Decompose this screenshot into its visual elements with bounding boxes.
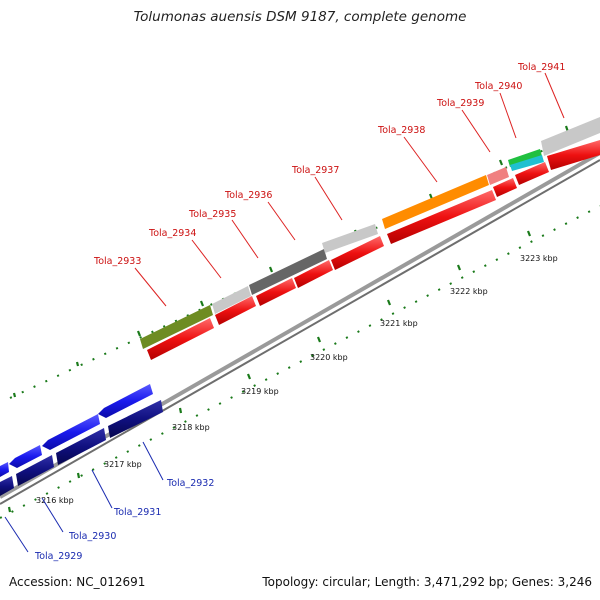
cds-red-5[interactable] [331,236,384,270]
cds-blue-4[interactable] [98,384,153,418]
tick-label-3219: 3219 kbp [241,387,279,396]
reverse-gene-labels: Tola_2929 Tola_2930 Tola_2931 Tola_2932 [34,478,214,562]
cds-red-2[interactable] [215,296,256,325]
gene-label-tola-2934[interactable]: Tola_2934 [148,228,196,239]
cog-tola-2935[interactable] [249,249,327,295]
cog-tola-2939[interactable] [487,167,509,185]
cds-red-3[interactable] [256,278,296,306]
cds-navy-3[interactable] [56,428,106,465]
tick-label-3218: 3218 kbp [172,423,210,432]
gene-label-tola-2932[interactable]: Tola_2932 [166,478,214,489]
forward-leader-lines [134,72,565,307]
gene-label-tola-2936[interactable]: Tola_2936 [224,190,272,201]
cds-red-9[interactable] [547,140,600,170]
kbp-tick-labels: 3216 kbp 3217 kbp 3218 kbp 3219 kbp 3220… [36,254,558,505]
backbone-inner [0,159,600,505]
tick-label-3221: 3221 kbp [380,319,418,328]
gene-label-tola-2937[interactable]: Tola_2937 [291,165,339,176]
cds-red-7[interactable] [493,178,517,197]
gene-label-tola-2935[interactable]: Tola_2935 [188,209,236,220]
forward-gene-labels: Tola_2933 Tola_2934 Tola_2935 Tola_2936 … [93,62,565,267]
tick-label-3223: 3223 kbp [520,254,558,263]
cog-tola-2940b[interactable] [510,155,544,171]
map-title: Tolumonas auensis DSM 9187, complete gen… [133,9,467,25]
major-ticks-inner [7,230,532,513]
forward-cog-row [140,117,600,349]
gene-label-tola-2940[interactable]: Tola_2940 [474,81,522,92]
gene-label-tola-2929[interactable]: Tola_2929 [34,551,82,562]
tick-label-3220: 3220 kbp [310,353,348,362]
genome-summary-text: Topology: circular; Length: 3,471,292 bp… [262,575,592,589]
cds-blue-2[interactable] [9,445,42,468]
gene-label-tola-2941[interactable]: Tola_2941 [517,62,565,73]
reverse-strand-genes [0,384,163,496]
cds-red-6[interactable] [387,190,496,244]
cds-blue-3[interactable] [42,414,100,450]
cog-tola-2938[interactable] [382,175,489,229]
tick-label-3217: 3217 kbp [104,460,142,469]
cds-navy-2[interactable] [16,455,54,486]
cds-red-4[interactable] [294,260,333,288]
reverse-leader-lines [4,441,164,553]
gene-label-tola-2931[interactable]: Tola_2931 [113,507,161,518]
tick-label-3222: 3222 kbp [450,287,488,296]
cog-tola-2937[interactable] [322,224,378,253]
cog-tola-2941[interactable] [541,117,600,156]
gene-label-tola-2933[interactable]: Tola_2933 [93,256,141,267]
gene-label-tola-2939[interactable]: Tola_2939 [436,98,484,109]
cds-navy-1[interactable] [0,476,14,496]
cog-tola-2933[interactable] [140,305,213,349]
cds-navy-4[interactable] [108,400,163,438]
forward-cds-row [147,140,600,360]
cog-tola-2940[interactable] [508,149,542,167]
cds-red-1[interactable] [147,318,214,360]
cog-tola-2934[interactable] [212,286,251,314]
tick-label-3216: 3216 kbp [36,496,74,505]
inner-tick-ring [0,205,600,519]
gene-label-tola-2930[interactable]: Tola_2930 [68,531,116,542]
cds-red-8[interactable] [515,162,549,185]
accession-text: Accession: NC_012691 [9,575,146,589]
cds-blue-1[interactable] [0,462,9,477]
gene-label-tola-2938[interactable]: Tola_2938 [377,125,425,136]
